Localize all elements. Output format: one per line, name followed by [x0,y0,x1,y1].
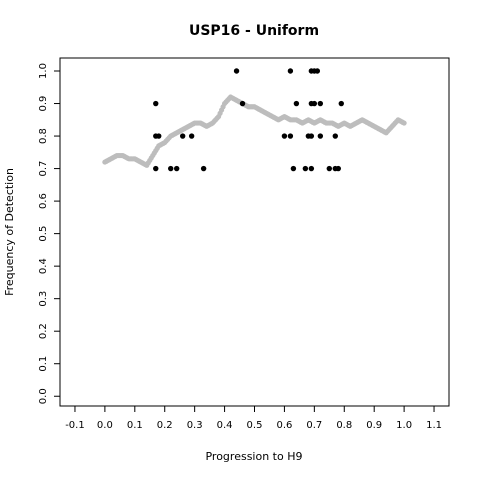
observed-point [308,165,315,172]
y-tick-label: 1.0 [38,63,49,79]
y-tick-label: 0.5 [38,226,49,242]
observed-point [287,68,294,74]
observed-point [317,100,324,107]
smoothed-point [401,120,407,126]
y-axis: 0.0 0.1 0.2 0.3 0.4 0.5 0.6 0.7 0.8 0.9 1.0 [38,63,60,404]
y-tick-label: 0.8 [38,128,49,144]
chart-title: USP16 - Uniform [189,23,319,39]
observed-point [317,133,324,139]
observed-point [153,100,159,107]
x-tick-label: -0.1 [65,420,85,431]
y-tick-label: 0.0 [38,388,49,404]
y-tick-label: 0.3 [38,291,49,307]
observed-point [156,133,162,139]
x-tick-label: 1.0 [396,420,412,431]
y-tick-label: 0.2 [38,323,49,339]
observed-point [308,100,315,107]
x-tick-label: 0.0 [97,420,113,431]
x-tick-label: 0.9 [366,420,382,431]
observed-point [287,133,294,139]
observed-point [314,68,321,74]
observed-point [179,133,186,139]
y-axis-label: Frequency of Detection [3,168,16,296]
x-tick-label: 0.8 [336,420,352,431]
x-tick-label: 1.1 [426,420,442,431]
y-tick-label: 0.9 [38,96,49,112]
x-tick-label: 0.3 [187,420,203,431]
observed-point [153,165,159,172]
x-tick-label: 0.6 [276,420,292,431]
y-tick-label: 0.7 [38,161,49,177]
observed-point [188,133,195,139]
observed-point [302,165,309,172]
y-tick-label: 0.4 [38,258,49,274]
x-tick-label: 0.7 [306,420,322,431]
x-axis-label: Progression to H9 [205,450,302,463]
observed-point [239,100,246,107]
observed-point [305,133,312,139]
x-tick-label: 0.5 [247,420,263,431]
smoothed-series [102,94,407,168]
observed-point [293,100,300,107]
observed-point [335,165,341,172]
observed-point [332,133,338,139]
y-tick-label: 0.6 [38,193,49,209]
observed-point [200,165,207,172]
observed-point [326,165,333,172]
observed-point [338,100,344,107]
x-tick-label: 0.4 [217,420,233,431]
x-axis: -0.1 0.0 0.1 0.2 0.3 0.4 0.5 0.6 0.7 0.8 0.9 1.0 1.1 [65,406,442,431]
y-tick-label: 0.1 [38,356,49,372]
x-tick-label: 0.2 [157,420,173,431]
observed-series [153,68,344,172]
observed-point [281,133,288,139]
observed-point [233,68,240,74]
observed-point [168,165,174,172]
x-tick-label: 0.1 [127,420,143,431]
observed-point [290,165,297,172]
observed-point [174,165,180,172]
